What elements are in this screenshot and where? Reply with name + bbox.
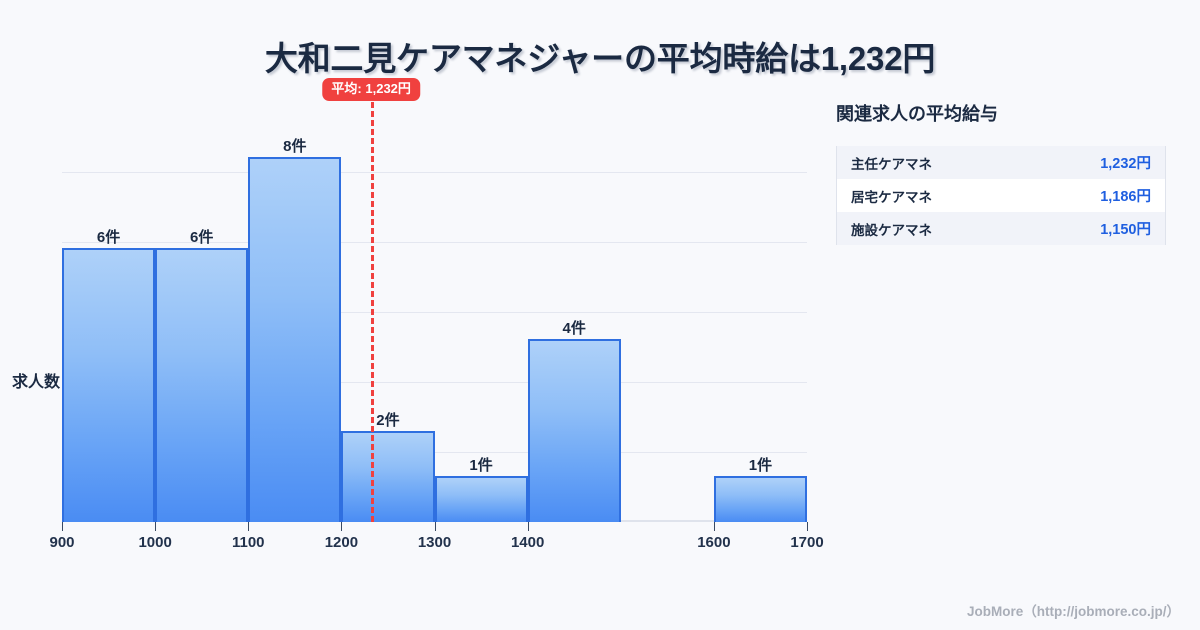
salary-row-value: 1,186円	[1100, 189, 1151, 205]
histogram-bar	[341, 430, 435, 522]
gridline	[62, 452, 807, 453]
histogram-bar	[62, 248, 156, 522]
plot-area: 6件 6件 8件 2件 1件 4件 1件 平均: 1,232円	[62, 78, 807, 522]
salary-table-row: 主任ケアマネ 1,232円	[837, 146, 1165, 179]
histogram-chart: 求人数 6件 6件 8件 2件 1件 4件 1件 平均: 1,232円 900 1000 1100…	[0, 78, 830, 590]
related-salary-heading: 関連求人の平均給与	[836, 104, 998, 124]
x-tick-mark	[434, 522, 436, 531]
histogram-bar	[434, 476, 528, 522]
page-title: 大和二見ケアマネジャーの平均時給は1,232円	[264, 40, 936, 77]
x-tick-mark	[62, 522, 63, 531]
x-tick-label: 1400	[510, 534, 545, 551]
histogram-bar	[713, 476, 807, 522]
x-tick-label: 1600	[697, 534, 731, 551]
x-tick-label: 1700	[790, 534, 824, 551]
bar-value-label: 6件	[190, 229, 214, 247]
x-tick-mark	[155, 522, 157, 531]
gridline	[62, 382, 807, 383]
bar-value-label: 1件	[469, 457, 493, 475]
x-axis-ticks: 900 1000 1100 1200 1300 1400 1600 1700	[49, 522, 824, 562]
salary-row-label: 主任ケアマネ	[851, 156, 932, 172]
x-tick-mark	[248, 522, 250, 531]
average-badge: 平均: 1,232円	[322, 78, 420, 102]
histogram-bar	[155, 248, 249, 522]
x-tick-label: 900	[49, 534, 75, 551]
salary-table-row: 居宅ケアマネ 1,186円	[837, 179, 1165, 212]
gridline	[62, 172, 807, 173]
average-line	[371, 102, 375, 522]
salary-row-value: 1,232円	[1100, 156, 1151, 172]
x-tick-label: 1300	[417, 534, 452, 551]
bar-value-label: 2件	[376, 411, 400, 429]
salary-row-value: 1,150円	[1100, 222, 1151, 238]
related-salary-panel: 関連求人の平均給与 主任ケアマネ 1,232円居宅ケアマネ 1,186円施設ケアマネ…	[836, 100, 1166, 245]
salary-table-row: 施設ケアマネ 1,150円	[837, 212, 1165, 245]
histogram-bar	[527, 339, 621, 522]
histogram-bar	[248, 156, 342, 522]
x-tick-mark	[527, 522, 529, 531]
x-tick-label: 1200	[324, 534, 359, 551]
bar-value-label: 1件	[748, 457, 773, 475]
x-tick-mark	[341, 522, 343, 531]
bar-value-label: 4件	[562, 320, 586, 338]
bar-value-label: 6件	[96, 229, 121, 247]
gridline	[62, 242, 807, 243]
x-tick-label: 1000	[138, 534, 172, 551]
x-tick-mark	[807, 522, 808, 531]
y-axis-title: 求人数	[12, 374, 61, 391]
related-salary-table: 主任ケアマネ 1,232円居宅ケアマネ 1,186円施設ケアマネ 1,150円	[836, 146, 1166, 245]
gridline	[62, 312, 807, 313]
footer-attribution: JobMore（http://jobmore.co.jp/）	[967, 604, 1180, 619]
salary-row-label: 居宅ケアマネ	[851, 189, 932, 205]
bar-value-label: 8件	[283, 137, 307, 155]
x-tick-label: 1100	[231, 534, 265, 551]
salary-row-label: 施設ケアマネ	[851, 222, 932, 238]
x-tick-mark	[713, 522, 715, 531]
